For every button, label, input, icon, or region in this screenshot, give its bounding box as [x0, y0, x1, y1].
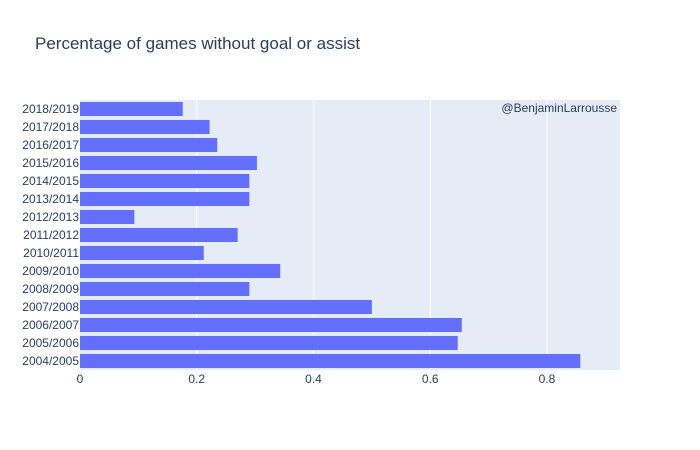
bar-2005-2006 — [80, 335, 458, 351]
x-tick-label: 0.4 — [305, 372, 322, 386]
bars-group — [80, 101, 581, 369]
y-tick-label: 2015/2016 — [22, 156, 79, 170]
y-tick-label: 2007/2008 — [22, 300, 79, 314]
x-tick-label: 0.6 — [422, 372, 439, 386]
x-tick-label: 0.2 — [188, 372, 205, 386]
y-axis-labels: 2004/2005 2005/2006 2006/2007 2007/2008 2008… — [22, 102, 79, 368]
y-tick-label: 2018/2019 — [22, 102, 79, 116]
y-tick-label: 2010/2011 — [23, 246, 79, 260]
bar-2007-2008 — [80, 299, 372, 315]
bar-2015-2016 — [80, 155, 257, 171]
y-tick-label: 2014/2015 — [22, 174, 79, 188]
bar-2018-2019 — [80, 101, 183, 117]
bar-2004-2005 — [80, 353, 581, 369]
y-tick-label: 2017/2018 — [22, 120, 79, 134]
bar-2008-2009 — [80, 281, 250, 297]
bar-2017-2018 — [80, 119, 210, 135]
y-tick-label: 2013/2014 — [22, 192, 79, 206]
bar-2009-2010 — [80, 263, 281, 279]
bar-2014-2015 — [80, 173, 250, 189]
y-tick-label: 2012/2013 — [22, 210, 79, 224]
x-axis-labels: 0 0.2 0.4 0.6 0.8 — [77, 372, 556, 386]
bar-2013-2014 — [80, 191, 250, 207]
y-tick-label: 2006/2007 — [22, 318, 79, 332]
bar-2011-2012 — [80, 227, 238, 243]
bar-2012-2013 — [80, 209, 135, 225]
y-tick-label: 2005/2006 — [22, 336, 79, 350]
x-tick-label: 0 — [77, 372, 84, 386]
annotation-text: @BenjaminLarrousse — [501, 101, 617, 115]
y-tick-label: 2016/2017 — [22, 138, 79, 152]
x-tick-label: 0.8 — [539, 372, 556, 386]
y-tick-label: 2004/2005 — [22, 354, 79, 368]
bar-2010-2011 — [80, 245, 204, 261]
y-tick-label: 2008/2009 — [22, 282, 79, 296]
y-tick-label: 2009/2010 — [22, 264, 79, 278]
bar-2006-2007 — [80, 317, 462, 333]
bar-2016-2017 — [80, 137, 218, 153]
chart-title: Percentage of games without goal or assi… — [35, 34, 361, 53]
y-tick-label: 2011/2012 — [23, 228, 79, 242]
